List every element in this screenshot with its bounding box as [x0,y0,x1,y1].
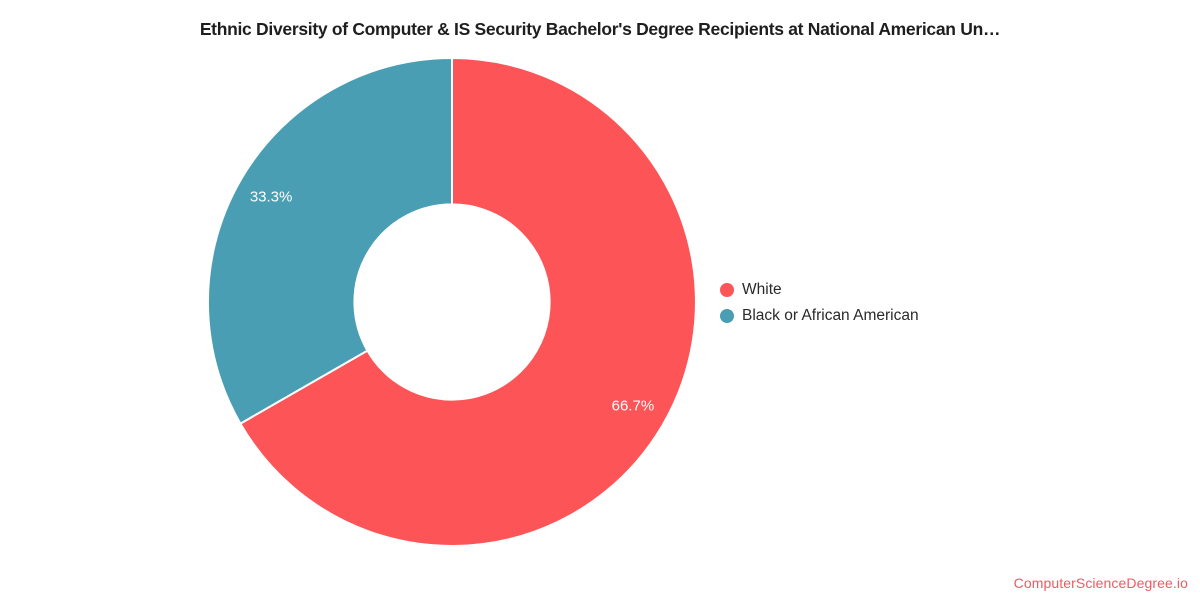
legend-marker-white-icon [720,283,734,297]
pie-slice-white[interactable] [239,57,697,547]
legend-label-white: White [742,281,782,298]
slice-label-white: 66.7% [612,398,655,415]
legend-item-black-or-african-american[interactable]: Black or African American [720,306,919,326]
legend-label-black-or-african-american: Black or African American [742,307,919,324]
slice-label-black-or-african-american: 33.3% [250,188,293,205]
watermark-link[interactable]: ComputerScienceDegree.io [1013,575,1188,591]
chart-title: Ethnic Diversity of Computer & IS Securi… [199,19,1001,39]
legend: White Black or African American [720,280,919,326]
pie-slice-black-or-african-american[interactable] [206,57,453,425]
legend-marker-black-or-african-american-icon [720,309,734,323]
legend-item-white[interactable]: White [720,280,919,300]
